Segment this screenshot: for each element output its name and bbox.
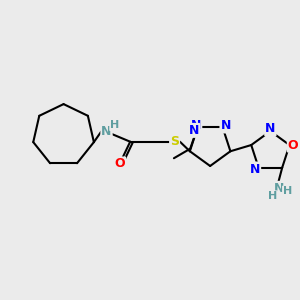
Text: N: N [191, 119, 201, 132]
Text: N: N [250, 163, 260, 176]
Text: N: N [274, 182, 284, 195]
Text: S: S [170, 135, 179, 148]
Text: O: O [115, 158, 125, 170]
Text: H: H [268, 191, 277, 201]
Text: N: N [220, 119, 231, 132]
Text: H: H [110, 120, 119, 130]
Text: N: N [189, 124, 199, 137]
Text: H: H [283, 186, 292, 196]
Text: O: O [288, 139, 298, 152]
Text: N: N [101, 125, 112, 138]
Text: N: N [265, 122, 276, 135]
